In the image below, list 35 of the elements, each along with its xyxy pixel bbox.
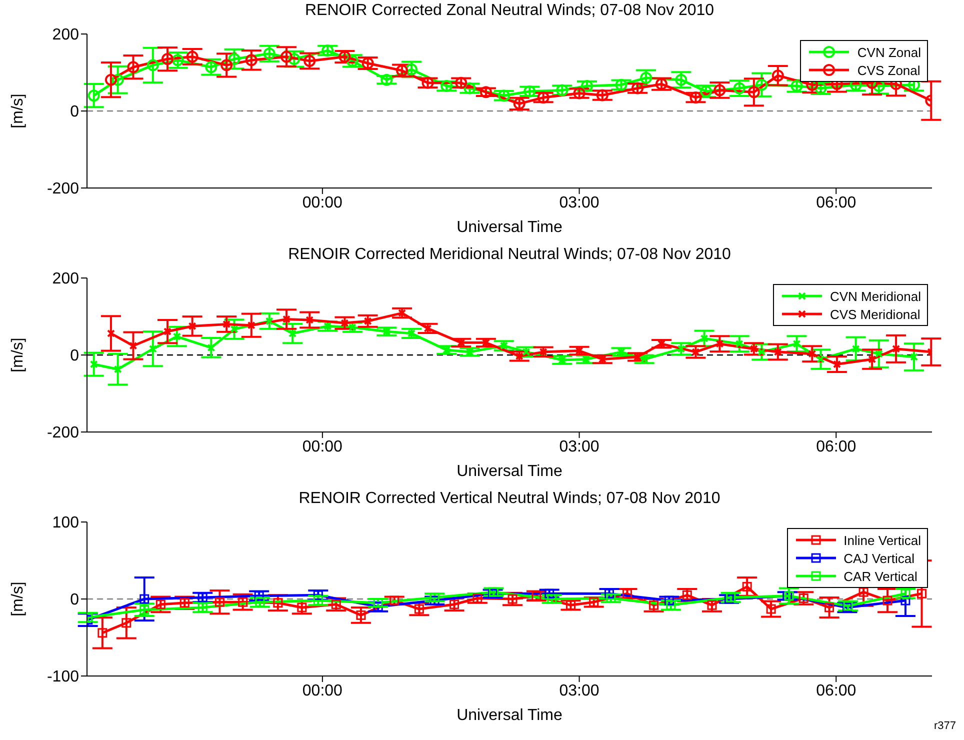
- legend-label: Inline Vertical: [844, 532, 921, 548]
- x-axis-title: Universal Time: [456, 463, 562, 480]
- legend-label: CVN Zonal: [857, 44, 921, 60]
- x-tick-label: 06:00: [816, 438, 856, 456]
- y-tick-label: 0: [70, 104, 80, 121]
- legend-label: CVS Zonal: [857, 62, 920, 78]
- y-tick-label: 200: [52, 26, 80, 44]
- y-tick-label: -100: [46, 668, 80, 686]
- y-tick-label: 200: [52, 270, 80, 288]
- y-tick-label: -200: [46, 424, 80, 442]
- x-tick-label: 06:00: [816, 682, 856, 700]
- x-tick-label: 03:00: [559, 682, 600, 700]
- chart-title: RENOIR Corrected Vertical Neutral Winds; 07-08 Nov 2010: [298, 489, 722, 509]
- y-axis-title: [m/s]: [10, 94, 27, 128]
- chart-title: RENOIR Corrected Meridional Neutral Winds; 07-08 Nov 2010: [287, 245, 732, 265]
- y-tick-label: 0: [70, 592, 80, 609]
- text: r377: [934, 720, 956, 732]
- y-axis-title: [m/s]: [10, 338, 27, 372]
- y-tick-label: -200: [46, 180, 80, 198]
- x-tick-label: 03:00: [559, 438, 600, 456]
- x-tick-label: 00:00: [302, 682, 343, 700]
- x-tick-label: 06:00: [816, 194, 856, 212]
- legend-label: CVS Meridional: [830, 306, 920, 322]
- y-tick-label: 0: [70, 348, 80, 365]
- chart-title: RENOIR Corrected Zonal Neutral Winds; 07-08 Nov 2010: [304, 1, 716, 21]
- x-axis-title: Universal Time: [456, 219, 562, 236]
- legend-label: CAJ Vertical: [844, 550, 914, 566]
- legend-label: CAR Vertical: [844, 568, 918, 584]
- x-tick-label: 00:00: [302, 438, 343, 456]
- legend-label: CVN Meridional: [830, 288, 921, 304]
- x-tick-label: 00:00: [302, 194, 343, 212]
- y-tick-label: 100: [52, 514, 80, 532]
- x-tick-label: 03:00: [559, 194, 600, 212]
- y-axis-title: [m/s]: [10, 582, 27, 616]
- x-axis-title: Universal Time: [456, 707, 562, 724]
